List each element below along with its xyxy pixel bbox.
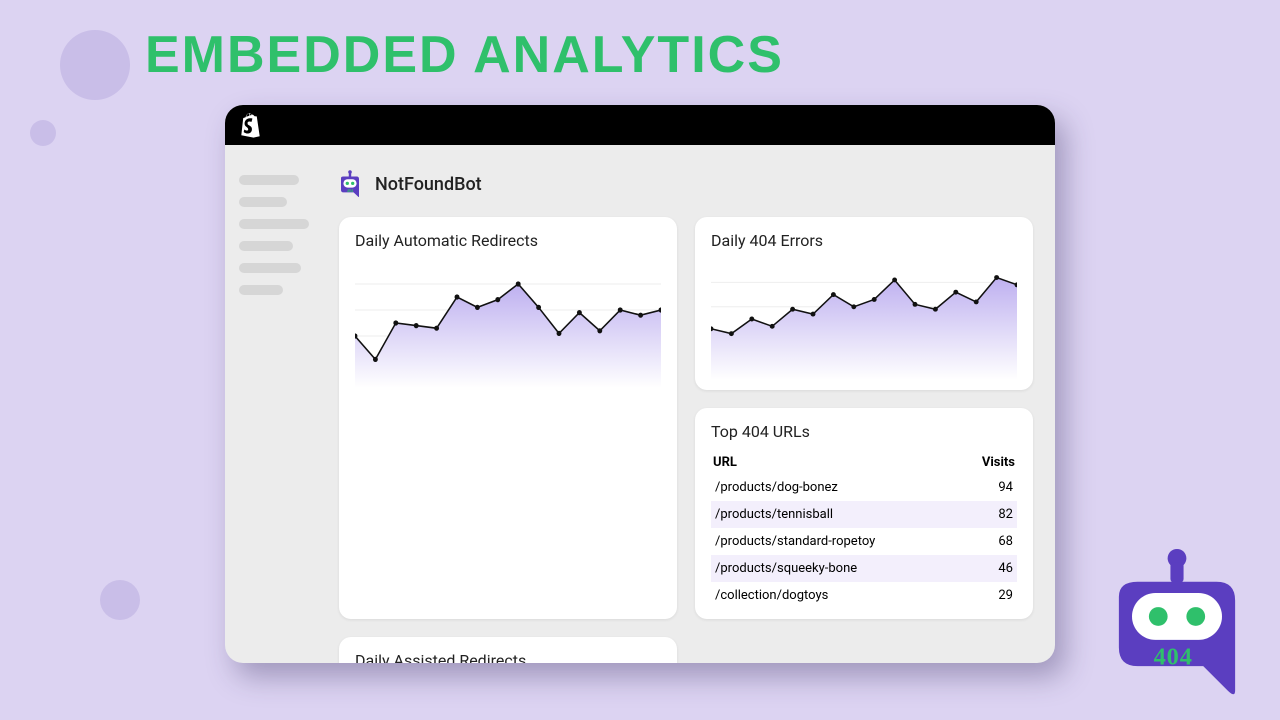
col-url: URL: [713, 455, 737, 470]
card-title: Daily Automatic Redirects: [355, 231, 661, 250]
cell-visits: 46: [998, 561, 1013, 576]
card-404-errors: Daily 404 Errors: [695, 217, 1033, 390]
bg-decor-circle: [100, 580, 140, 620]
bg-decor-circle: [30, 120, 56, 146]
app-window: 404 NotFoundBot Daily Automatic Redirect…: [225, 105, 1055, 663]
cell-visits: 29: [998, 588, 1013, 603]
page-title: EMBEDDED ANALYTICS: [145, 25, 784, 85]
svg-text:404: 404: [347, 188, 354, 193]
sidebar-item[interactable]: [239, 263, 301, 273]
notfoundbot-logo-large: 404: [1102, 548, 1252, 698]
table-row[interactable]: /products/squeeky-bone 46: [711, 555, 1017, 582]
sidebar-item[interactable]: [239, 285, 283, 295]
sidebar: [225, 145, 323, 663]
bg-decor-circle: [60, 30, 130, 100]
table-header: URL Visits: [711, 449, 1017, 474]
cell-visits: 68: [998, 534, 1013, 549]
shopify-icon: [239, 112, 263, 138]
sidebar-item[interactable]: [239, 175, 299, 185]
table-row[interactable]: /products/tennisball 82: [711, 501, 1017, 528]
table-row[interactable]: /products/dog-bonez 94: [711, 474, 1017, 501]
cell-url: /products/tennisball: [715, 507, 833, 522]
app-name: NotFoundBot: [375, 174, 482, 195]
cell-url: /products/dog-bonez: [715, 480, 838, 495]
cell-visits: 94: [998, 480, 1013, 495]
table-row[interactable]: /collection/dogtoys 29: [711, 582, 1017, 609]
window-titlebar: [225, 105, 1055, 145]
chart-404-errors: [711, 258, 1017, 380]
cell-url: /products/squeeky-bone: [715, 561, 857, 576]
card-assisted-redirects: Daily Assisted Redirects: [339, 637, 677, 663]
table-row[interactable]: /products/standard-ropetoy 68: [711, 528, 1017, 555]
app-header: 404 NotFoundBot: [327, 155, 1045, 217]
cell-url: /products/standard-ropetoy: [715, 534, 875, 549]
notfoundbot-icon: 404: [335, 169, 365, 199]
card-top-404-urls: Top 404 URLs URL Visits /products/dog-bo…: [695, 408, 1033, 619]
sidebar-item[interactable]: [239, 241, 293, 251]
chart-auto-redirects: [355, 258, 661, 388]
cell-url: /collection/dogtoys: [715, 588, 828, 603]
card-auto-redirects: Daily Automatic Redirects: [339, 217, 677, 619]
svg-text:404: 404: [1154, 643, 1193, 670]
table-body: /products/dog-bonez 94/products/tennisbal…: [711, 474, 1017, 609]
cell-visits: 82: [998, 507, 1013, 522]
col-visits: Visits: [982, 455, 1015, 470]
card-title: Daily Assisted Redirects: [355, 651, 661, 663]
card-title: Daily 404 Errors: [711, 231, 1017, 250]
sidebar-item[interactable]: [239, 197, 287, 207]
sidebar-item[interactable]: [239, 219, 309, 229]
card-title: Top 404 URLs: [711, 422, 1017, 441]
